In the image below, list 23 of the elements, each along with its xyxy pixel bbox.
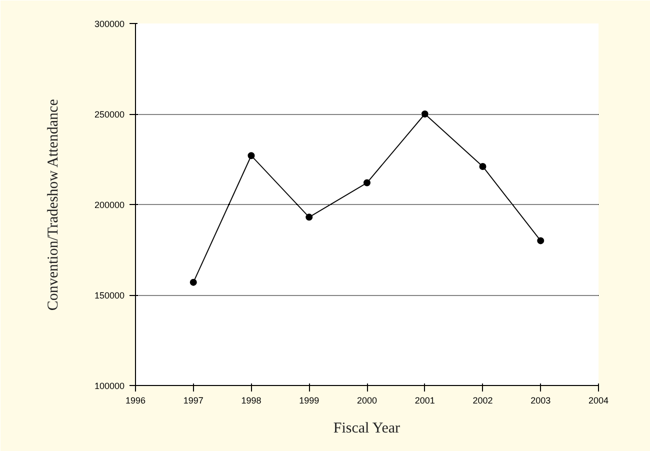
x-tick-label: 1997 (183, 396, 204, 406)
y-tick-label: 200000 (94, 200, 125, 210)
y-tick-label: 150000 (94, 290, 125, 300)
x-tick-label: 2000 (356, 396, 378, 406)
y-tick-label: 300000 (94, 19, 125, 29)
x-tick-label: 2001 (414, 396, 435, 406)
x-tick-label: 1999 (299, 396, 320, 406)
point (364, 179, 370, 186)
point (306, 214, 313, 221)
x-tick-label: 1998 (241, 396, 262, 406)
x-tick-label: 2003 (530, 396, 551, 406)
x-tick-label: 2002 (472, 396, 493, 406)
point (248, 152, 255, 160)
y-tick-label: 250000 (94, 110, 125, 120)
point (421, 110, 428, 118)
y-tick-label: 100000 (94, 381, 125, 391)
point (190, 278, 197, 286)
x-tick-label: 2004 (588, 396, 609, 406)
point (479, 162, 486, 170)
x-tick-label: 1996 (125, 396, 146, 406)
point (537, 237, 544, 244)
x-axis-title: Fiscal Year (333, 420, 400, 436)
y-axis-title: Convention/Tradeshow Attendance (45, 98, 62, 311)
